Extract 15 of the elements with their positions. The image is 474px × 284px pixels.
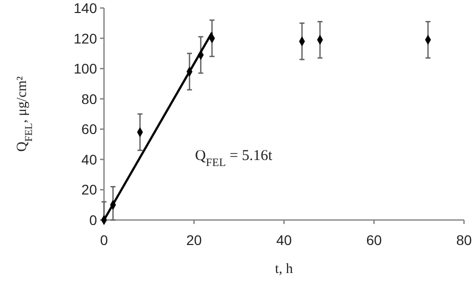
y-tick-label: 80: [81, 90, 98, 107]
y-tick-label: 140: [74, 0, 98, 16]
x-axis-title: t, h: [275, 262, 293, 277]
y-tick-label: 60: [81, 121, 98, 138]
y-tick-label: 100: [74, 60, 98, 77]
x-tick-label: 20: [186, 232, 202, 248]
x-tick-label: 60: [366, 232, 382, 248]
annotation: Q$_{FEL}$ = 5.16t: [195, 148, 274, 169]
y-tick-label: 20: [81, 182, 98, 198]
y-tick-label: 0: [89, 212, 98, 228]
x-tick-label: 80: [456, 232, 472, 248]
y-tick-label: 40: [81, 151, 98, 168]
x-tick-label: 40: [276, 232, 292, 248]
y-tick-label: 120: [74, 30, 98, 46]
x-tick-label: 0: [100, 232, 108, 248]
